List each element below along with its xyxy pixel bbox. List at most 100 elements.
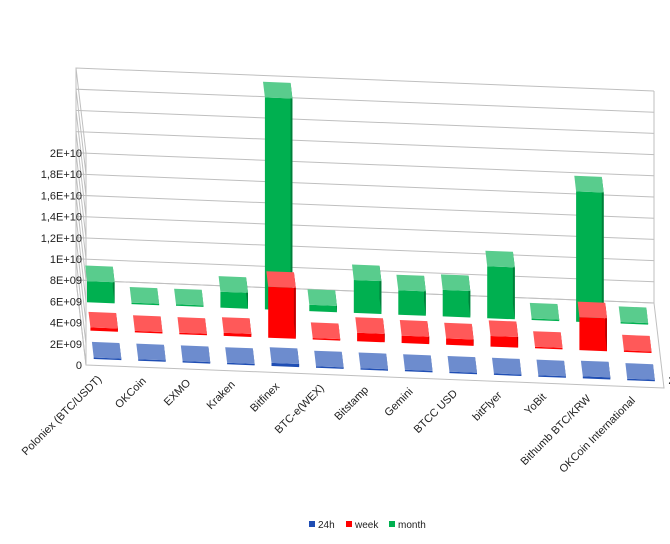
bar-front: [220, 291, 248, 309]
bar-front: [401, 335, 430, 345]
bar-24h: [269, 347, 300, 368]
bar-top: [529, 302, 560, 320]
bar-front: [227, 362, 255, 366]
bar-front: [535, 346, 563, 350]
bar-month: [574, 175, 604, 323]
bar-top: [221, 317, 252, 334]
bar-front: [264, 97, 293, 311]
bar-month: [396, 274, 426, 316]
bar-top: [225, 347, 255, 364]
bar-front: [360, 368, 388, 371]
bar-front: [268, 286, 296, 339]
bar-top: [618, 306, 649, 324]
y-tick-label: 1,8E+10: [41, 169, 82, 181]
bar-top: [485, 250, 515, 268]
bar-front: [576, 191, 604, 323]
bar-24h: [225, 347, 255, 366]
bar-24h: [180, 345, 211, 364]
category-label: BTCC USD: [412, 388, 460, 436]
bar-week: [622, 334, 652, 353]
bar-front: [93, 357, 122, 361]
y-tick-label: 2E+10: [50, 148, 82, 160]
bar-week: [355, 317, 385, 343]
category-label: Kraken: [205, 379, 238, 412]
bar-front: [90, 327, 118, 332]
bar-top: [577, 301, 607, 319]
bar-week: [444, 322, 474, 346]
bar-top: [625, 363, 655, 380]
bar-week: [488, 320, 519, 348]
bar-week: [177, 317, 207, 336]
bar-front: [309, 304, 337, 313]
bar-month: [85, 265, 115, 304]
bar-month: [485, 250, 515, 320]
bar-week: [266, 271, 296, 339]
bar-top: [269, 347, 300, 364]
bar-24h: [625, 363, 655, 382]
category-label: Poloniex (BTC/USDT): [20, 374, 105, 459]
bar-top: [536, 359, 566, 377]
bar-front: [531, 318, 560, 322]
y-tick-label: 1,2E+10: [41, 233, 82, 245]
bar-month: [174, 288, 204, 307]
category-label: OKCoin International: [557, 395, 638, 476]
legend-swatch: [309, 521, 315, 527]
bar-24h: [536, 359, 566, 378]
bar-month: [129, 287, 160, 306]
chart-walls: [75, 67, 665, 389]
gridline: [75, 152, 655, 238]
bar-top: [310, 322, 341, 340]
legend-item-week: week: [346, 520, 379, 531]
bar-front: [131, 302, 160, 306]
bar-month: [440, 274, 471, 318]
legend-swatch: [389, 521, 395, 527]
bar-month: [218, 276, 248, 309]
bar-front: [179, 332, 207, 336]
bar-front: [620, 322, 649, 325]
bar-top: [355, 317, 385, 334]
bar-top: [352, 264, 382, 282]
bar-top: [622, 334, 652, 352]
bar-top: [177, 317, 207, 334]
category-label: YoBit: [523, 391, 549, 417]
category-labels: Poloniex (BTC/USDT) OKCoin EXMO Kraken Bitfi…: [20, 374, 670, 476]
bar-front: [579, 317, 607, 352]
y-tick-label: 4E+09: [50, 318, 82, 330]
bars-layer: [85, 81, 655, 382]
bar-month: [529, 302, 560, 322]
bar-top: [266, 271, 296, 288]
bar-front: [316, 366, 344, 369]
bar-top: [180, 345, 211, 363]
bar-top: [174, 288, 204, 306]
category-label: OKCoin: [113, 375, 149, 411]
y-axis-tick-labels: 0 2E+09 4E+09 6E+09 8E+09 1E+10 1,2E+10 1,4E+10…: [41, 148, 82, 372]
bar-front: [223, 332, 252, 337]
bar-front: [398, 290, 426, 316]
y-tick-label: 2E+09: [50, 339, 82, 351]
bar-front: [538, 375, 566, 378]
bar-top: [314, 350, 344, 368]
bar-week: [221, 317, 252, 337]
bar-top: [136, 343, 166, 361]
bar-24h: [580, 360, 611, 380]
gridline: [75, 88, 655, 175]
bar-front: [627, 378, 655, 382]
category-label: Gemini: [382, 386, 415, 419]
category-label: EXMO: [162, 377, 194, 409]
bar-week: [577, 301, 607, 352]
bar-month: [307, 289, 337, 313]
bar-front: [312, 338, 341, 341]
bar-top: [91, 341, 122, 359]
gridline: [75, 173, 655, 260]
legend-swatch: [346, 521, 352, 527]
bar-front: [87, 281, 115, 304]
bar-front: [176, 304, 204, 307]
bar-24h: [403, 354, 433, 373]
legend-item-month: month: [389, 520, 426, 531]
depth-axis-label: 24h: [668, 375, 670, 387]
bar-top: [218, 276, 248, 293]
bar-top: [133, 315, 163, 332]
legend-label: 24h: [318, 520, 335, 531]
bar-top: [403, 354, 433, 371]
bar-top: [85, 265, 115, 283]
